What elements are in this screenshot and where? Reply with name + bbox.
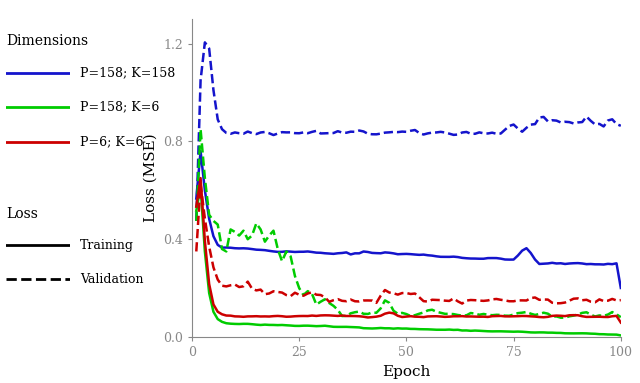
Text: P=6; K=6: P=6; K=6 — [80, 135, 143, 148]
X-axis label: Epoch: Epoch — [382, 365, 431, 379]
Text: Training: Training — [80, 239, 134, 252]
Text: Validation: Validation — [80, 273, 143, 286]
Y-axis label: Loss (MSE): Loss (MSE) — [143, 134, 157, 223]
Text: P=158; K=6: P=158; K=6 — [80, 101, 159, 114]
Text: P=158; K=158: P=158; K=158 — [80, 66, 175, 79]
Text: Loss: Loss — [6, 207, 38, 221]
Text: Dimensions: Dimensions — [6, 34, 88, 49]
